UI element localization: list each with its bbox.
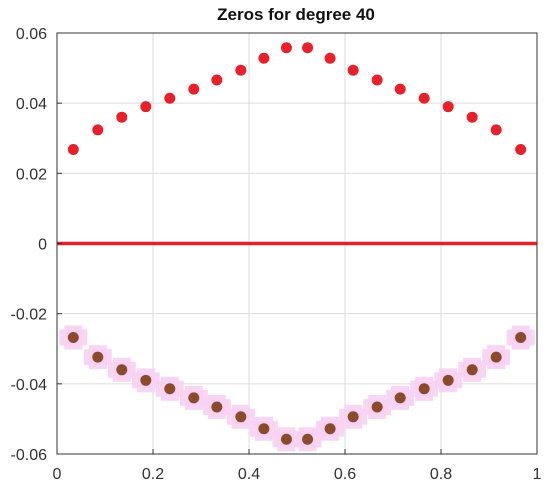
- zero-point-upper: [164, 92, 176, 104]
- zero-point-upper: [92, 124, 104, 136]
- zero-point-lower: [466, 364, 478, 376]
- zero-point-lower: [347, 411, 359, 423]
- y-tick-label: 0: [38, 237, 47, 254]
- zero-point-upper: [211, 74, 223, 86]
- zero-point-lower: [235, 411, 247, 423]
- x-tick-label: 1: [533, 466, 542, 483]
- zero-point-lower: [442, 374, 454, 386]
- zero-point-lower: [418, 383, 430, 395]
- zero-point-lower: [140, 374, 152, 386]
- axis-tick-labels: 0 0.2 0.4 0.6 0.8 1 -0.06 -0.04 -0.02 0 0.02 0.04 0.…: [11, 26, 542, 483]
- zero-point-upper: [347, 64, 359, 76]
- zero-point-upper: [67, 143, 79, 155]
- zero-point-upper: [418, 92, 430, 104]
- zero-point-lower: [164, 383, 176, 395]
- zero-point-lower: [280, 433, 292, 445]
- zero-point-lower: [116, 364, 128, 376]
- zero-point-lower: [515, 332, 527, 344]
- zero-point-upper: [140, 101, 152, 113]
- zero-point-upper: [371, 74, 383, 86]
- zero-point-lower: [258, 423, 270, 435]
- zero-point-upper: [490, 124, 502, 136]
- y-tick-label: 0.02: [16, 166, 47, 183]
- zero-point-upper: [324, 52, 336, 64]
- zero-point-upper: [235, 64, 247, 76]
- zero-point-upper: [442, 101, 454, 113]
- y-tick-label: 0.04: [16, 96, 47, 113]
- chart-title: Zeros for degree 40: [217, 5, 375, 24]
- zero-point-upper: [258, 52, 270, 64]
- zero-point-lower: [394, 392, 406, 404]
- y-tick-label: -0.06: [11, 447, 48, 464]
- x-tick-label: 0.4: [238, 466, 260, 483]
- x-tick-label: 0: [53, 466, 62, 483]
- zero-point-lower: [371, 401, 383, 413]
- zero-point-upper: [188, 83, 200, 95]
- zero-point-upper: [466, 111, 478, 123]
- x-tick-label: 0.2: [142, 466, 164, 483]
- x-tick-label: 0.8: [430, 466, 452, 483]
- zero-point-upper: [280, 42, 292, 54]
- data-points: [67, 42, 527, 445]
- y-tick-label: 0.06: [16, 26, 47, 43]
- zero-point-lower: [211, 401, 223, 413]
- zero-point-lower: [490, 351, 502, 363]
- y-tick-label: -0.04: [11, 377, 48, 394]
- zero-point-lower: [324, 423, 336, 435]
- zero-point-upper: [515, 143, 527, 155]
- y-tick-label: -0.02: [11, 307, 48, 324]
- zero-point-upper: [394, 83, 406, 95]
- zero-point-lower: [92, 351, 104, 363]
- zero-point-lower: [67, 332, 79, 344]
- zero-point-upper: [116, 111, 128, 123]
- x-tick-label: 0.6: [334, 466, 356, 483]
- zero-point-upper: [302, 42, 314, 54]
- zero-point-lower: [302, 433, 314, 445]
- zero-point-lower: [188, 392, 200, 404]
